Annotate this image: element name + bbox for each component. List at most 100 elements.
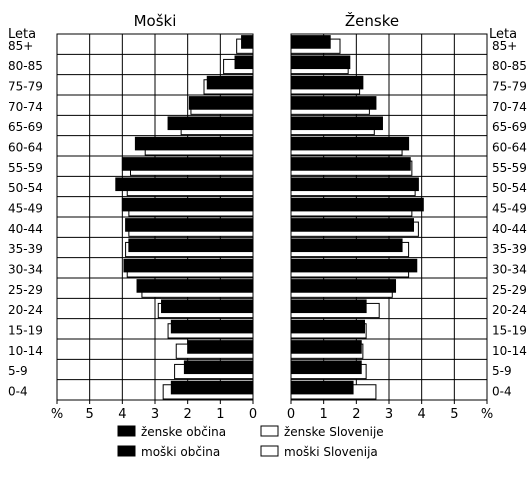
tick-label-right-2: 2 — [352, 407, 360, 422]
bar-left-obcina-4 — [167, 116, 254, 131]
bar-left-obcina-8 — [121, 197, 254, 212]
category-label-right-11: 30-34 — [492, 263, 527, 277]
bar-right-obcina-1 — [290, 55, 351, 70]
category-label-left-16: 5-9 — [8, 364, 28, 378]
bar-left-obcina-14 — [170, 319, 254, 334]
category-label-right-1: 80-85 — [492, 59, 527, 73]
category-label-right-15: 10-14 — [492, 344, 527, 358]
category-label-left-10: 35-39 — [8, 242, 43, 256]
category-label-left-11: 30-34 — [8, 263, 43, 277]
bars — [115, 35, 424, 400]
bar-right-obcina-9 — [290, 218, 414, 232]
category-label-left-4: 65-69 — [8, 120, 43, 134]
category-label-right-14: 15-19 — [492, 324, 527, 338]
category-label-left-15: 10-14 — [8, 344, 43, 358]
bar-left-obcina-7 — [115, 177, 254, 192]
tick-label-right-0: 0 — [287, 407, 295, 422]
bar-left-obcina-15 — [187, 340, 254, 354]
bar-left-obcina-17 — [170, 380, 254, 395]
category-label-right-5: 60-64 — [492, 141, 527, 155]
bar-left-obcina-16 — [183, 360, 254, 375]
bar-right-obcina-5 — [290, 136, 410, 151]
category-label-right-8: 45-49 — [492, 202, 527, 216]
bar-right-obcina-2 — [290, 75, 364, 90]
category-label-left-14: 15-19 — [8, 324, 43, 338]
category-label-left-17: 0-4 — [8, 385, 28, 399]
legend-swatch-zenske-obcina — [117, 425, 136, 437]
right-panel-title: Ženske — [345, 11, 399, 30]
category-label-right-0: 85+ — [492, 39, 517, 53]
legend-label-zenske-slovenije: ženske Slovenije — [284, 425, 384, 439]
tick-label-left-4: 2 — [184, 407, 192, 422]
category-label-right-7: 50-54 — [492, 181, 527, 195]
bar-right-obcina-15 — [290, 340, 362, 354]
bar-right-obcina-12 — [290, 279, 397, 293]
left-axis-title: Leta — [8, 27, 36, 42]
bar-left-obcina-11 — [123, 258, 254, 273]
legend: ženske občina moški občina ženske Sloven… — [117, 425, 384, 459]
tick-label-left-0: % — [51, 407, 63, 422]
bar-right-obcina-0 — [290, 35, 331, 49]
tick-label-left-1: 5 — [86, 407, 94, 422]
bar-left-obcina-3 — [188, 96, 254, 110]
tick-label-left-5: 1 — [216, 407, 224, 422]
tick-label-left-2: 4 — [118, 407, 126, 422]
bar-left-obcina-2 — [206, 75, 254, 90]
labels: 85+ 85+ 80-85 80-85 75-79 75-79 70-74 70-74 65-6… — [8, 39, 527, 422]
category-label-left-7: 50-54 — [8, 181, 43, 195]
bar-right-obcina-17 — [290, 380, 354, 395]
legend-label-zenske-obcina: ženske občina — [141, 425, 226, 439]
category-label-right-6: 55-59 — [492, 161, 527, 175]
bar-right-obcina-14 — [290, 319, 365, 334]
legend-label-moski-obcina: moški občina — [141, 445, 220, 459]
category-label-left-8: 45-49 — [8, 202, 43, 216]
bar-left-obcina-9 — [125, 218, 254, 232]
category-label-left-0: 85+ — [8, 39, 33, 53]
category-label-right-12: 25-29 — [492, 283, 527, 297]
category-label-right-13: 20-24 — [492, 303, 527, 317]
bar-right-obcina-6 — [290, 157, 411, 171]
category-label-left-1: 80-85 — [8, 59, 43, 73]
category-label-left-9: 40-44 — [8, 222, 43, 236]
bar-left-obcina-10 — [128, 238, 254, 253]
tick-label-left-6: 0 — [249, 407, 257, 422]
category-label-right-9: 40-44 — [492, 222, 527, 236]
bar-right-obcina-11 — [290, 258, 418, 273]
bar-left-obcina-13 — [161, 299, 254, 314]
legend-label-moski-slovenija: moški Slovenija — [284, 445, 378, 459]
category-label-right-16: 5-9 — [492, 364, 512, 378]
left-panel-title: Moški — [134, 12, 177, 30]
bar-right-obcina-16 — [290, 360, 362, 375]
bar-left-obcina-5 — [134, 136, 254, 151]
category-label-right-4: 65-69 — [492, 120, 527, 134]
category-label-left-3: 70-74 — [8, 100, 43, 114]
bar-left-obcina-12 — [136, 279, 254, 293]
tick-label-right-6: % — [481, 407, 493, 422]
category-label-right-3: 70-74 — [492, 100, 527, 114]
bar-left-obcina-0 — [241, 35, 254, 49]
legend-swatch-moski-obcina — [117, 445, 136, 457]
bar-right-obcina-10 — [290, 238, 403, 253]
category-label-right-17: 0-4 — [492, 385, 512, 399]
tick-label-right-1: 1 — [320, 407, 328, 422]
category-label-left-6: 55-59 — [8, 161, 43, 175]
category-label-left-12: 25-29 — [8, 283, 43, 297]
category-label-right-2: 75-79 — [492, 80, 527, 94]
bar-left-obcina-6 — [121, 157, 254, 171]
bar-right-obcina-4 — [290, 116, 383, 131]
right-axis-title: Leta — [489, 27, 517, 42]
bar-left-obcina-1 — [234, 55, 254, 70]
bar-right-obcina-13 — [290, 299, 367, 314]
tick-label-right-4: 4 — [418, 407, 426, 422]
tick-label-right-3: 3 — [385, 407, 393, 422]
bar-right-obcina-8 — [290, 197, 424, 212]
category-label-left-2: 75-79 — [8, 80, 43, 94]
category-label-left-5: 60-64 — [8, 141, 43, 155]
bar-right-obcina-3 — [290, 96, 377, 110]
tick-label-right-5: 5 — [450, 407, 458, 422]
grid-lines — [57, 34, 487, 400]
legend-swatch-zenske-slovenije — [260, 425, 279, 437]
category-label-right-10: 35-39 — [492, 242, 527, 256]
legend-swatch-moski-slovenija — [260, 445, 279, 457]
